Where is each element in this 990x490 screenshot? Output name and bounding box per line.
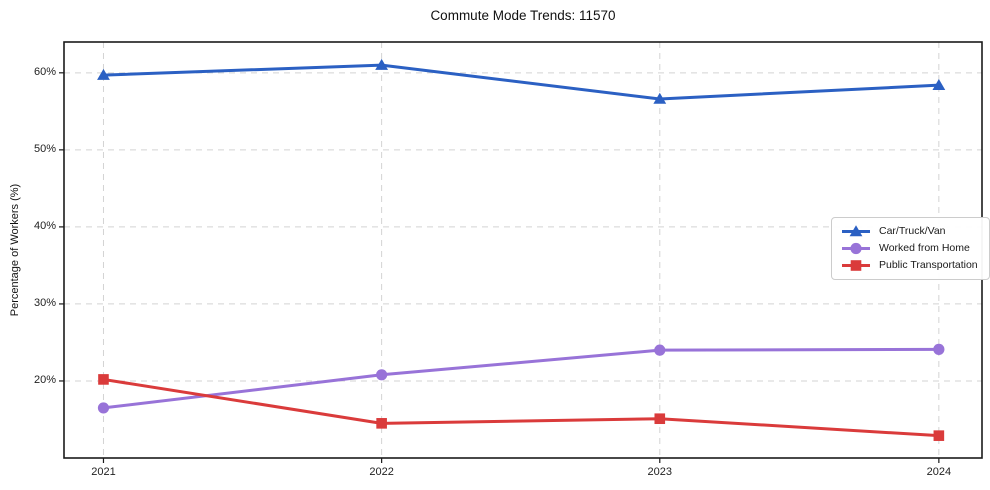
legend-label: Car/Truck/Van bbox=[879, 225, 946, 237]
x-tick-label-2023: 2023 bbox=[647, 466, 673, 478]
y-tick-label-50: 50% bbox=[33, 143, 56, 156]
x-tick-label-2022: 2022 bbox=[369, 466, 394, 478]
legend-label: Public Transportation bbox=[879, 259, 978, 271]
marker-public-transportation-2024 bbox=[933, 430, 945, 441]
circle-swatch-icon bbox=[842, 242, 870, 255]
marker-worked-from-home-2022 bbox=[376, 369, 388, 381]
marker-public-transportation-2023 bbox=[654, 413, 666, 425]
y-tick-label-40: 40% bbox=[33, 220, 56, 233]
marker-car-truck-van-2021 bbox=[97, 68, 110, 80]
square-swatch-icon bbox=[842, 260, 870, 271]
series-line-worked-from-home bbox=[101, 347, 941, 410]
series-line-public-transportation bbox=[101, 377, 941, 438]
legend-item-car-truck-van: Car/Truck/Van bbox=[841, 225, 978, 238]
y-tick-label-20: 20% bbox=[33, 374, 56, 387]
legend: Car/Truck/Van Worked from Home Public Tran… bbox=[831, 217, 990, 280]
marker-public-transportation-2021 bbox=[98, 374, 109, 385]
marker-worked-from-home-2024 bbox=[933, 343, 945, 355]
series-line-car-truck-van bbox=[101, 63, 941, 101]
legend-item-worked-from-home: Worked from Home bbox=[841, 242, 978, 255]
x-tick-label-2021: 2021 bbox=[91, 466, 116, 478]
legend-marker-public-transportation bbox=[850, 260, 862, 271]
marker-car-truck-van-2022 bbox=[375, 58, 389, 70]
marker-worked-from-home-2023 bbox=[654, 344, 666, 356]
marker-car-truck-van-2024 bbox=[932, 78, 946, 90]
legend-item-public-transportation: Public Transportation bbox=[841, 259, 978, 272]
marker-public-transportation-2022 bbox=[376, 418, 387, 429]
triangle-swatch-icon bbox=[842, 225, 870, 237]
legend-label: Worked from Home bbox=[879, 242, 970, 254]
legend-marker-worked-from-home bbox=[850, 242, 862, 255]
y-tick-label-60: 60% bbox=[33, 66, 56, 79]
x-tick-label-2024: 2024 bbox=[926, 466, 952, 478]
legend-marker-car-truck-van bbox=[849, 225, 863, 237]
marker-car-truck-van-2023 bbox=[653, 92, 667, 104]
y-tick-label-30: 30% bbox=[33, 297, 56, 310]
marker-worked-from-home-2021 bbox=[97, 402, 110, 414]
chart-title: Commute Mode Trends: 11570 bbox=[430, 8, 616, 23]
